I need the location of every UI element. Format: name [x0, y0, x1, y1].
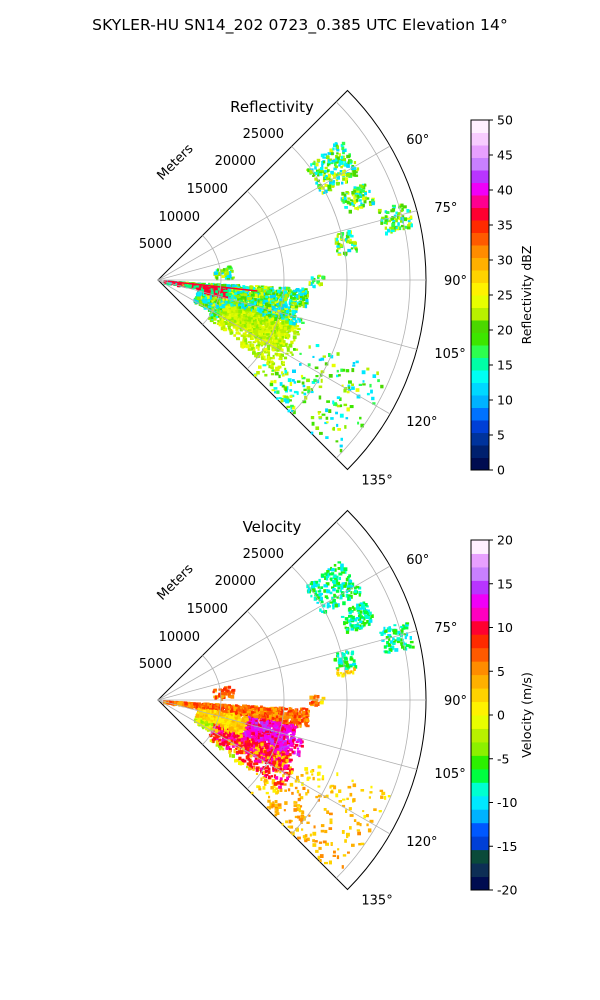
- range-tick-label: 15000: [187, 182, 228, 197]
- azimuth-tick-label: 60°: [406, 553, 429, 568]
- azimuth-tick-label: 105°: [434, 767, 465, 782]
- range-axis-label: Meters: [155, 561, 197, 603]
- range-tick-label: 5000: [139, 657, 172, 672]
- colorbar-tick-label: 15: [497, 358, 513, 373]
- range-tick-label: 15000: [187, 602, 228, 617]
- polar-panel-reflectivity: Reflectivity 5000 10000 15000 20000 25000 Mete…: [139, 89, 534, 488]
- azimuth-tick-label: 90°: [444, 274, 467, 289]
- range-tick-label: 25000: [243, 547, 284, 562]
- colorbar-tick-label: 20: [497, 323, 513, 338]
- colorbar: -20 -15 -10 -5 0 5 10 15 20 Velocity (m/s): [470, 533, 534, 898]
- colorbar-tick-label: -20: [497, 883, 517, 898]
- azimuth-tick-label: 135°: [361, 893, 392, 908]
- azimuth-tick-label: 135°: [361, 473, 392, 488]
- range-tick-label: 10000: [159, 630, 200, 645]
- range-tick-label: 5000: [139, 237, 172, 252]
- colorbar-tick-label: 10: [497, 620, 513, 635]
- colorbar-tick-label: 35: [497, 218, 513, 233]
- colorbar-tick-label: 0: [497, 708, 505, 723]
- colorbar-tick-label: 10: [497, 393, 513, 408]
- azimuth-tick-label: 60°: [406, 133, 429, 148]
- range-rings: [157, 521, 426, 879]
- colorbar-tick-label: 45: [497, 148, 513, 163]
- polar-panel-velocity: Velocity 5000 10000 15000 20000 25000 Meters 60…: [139, 509, 534, 908]
- colorbar-tick-label: 40: [497, 183, 513, 198]
- panel-title: Reflectivity: [230, 98, 314, 116]
- colorbar: 0 5 10 15 20 25 30 35 40 45 50 Reflectivity dBZ: [470, 113, 534, 478]
- colorbar-tick-label: 5: [497, 664, 505, 679]
- page-title: SKYLER-HU SN14_202 0723_0.385 UTC Elevat…: [92, 16, 508, 34]
- azimuth-tick-label: 90°: [444, 694, 467, 709]
- panel-title: Velocity: [243, 518, 302, 536]
- colorbar-label: Velocity (m/s): [519, 672, 534, 758]
- colorbar-tick-label: -10: [497, 795, 517, 810]
- range-tick-label: 25000: [243, 127, 284, 142]
- azimuth-tick-label: 120°: [406, 415, 437, 430]
- colorbar-tick-label: 5: [497, 428, 505, 443]
- colorbar-tick-label: 20: [497, 533, 513, 548]
- azimuth-tick-label: 75°: [434, 201, 457, 216]
- colorbar-tick-label: 30: [497, 253, 513, 268]
- range-rings: [157, 101, 426, 459]
- range-axis-label: Meters: [155, 141, 197, 183]
- colorbar-tick-label: 25: [497, 288, 513, 303]
- colorbar-tick-label: 50: [497, 113, 513, 128]
- colorbar-tick-label: 15: [497, 576, 513, 591]
- colorbar-tick-label: -5: [497, 751, 509, 766]
- azimuth-tick-label: 120°: [406, 835, 437, 850]
- azimuth-tick-label: 75°: [434, 621, 457, 636]
- colorbar-label: Reflectivity dBZ: [519, 246, 534, 345]
- range-tick-label: 10000: [159, 210, 200, 225]
- range-tick-label: 20000: [215, 574, 256, 589]
- colorbar-tick-label: 0: [497, 463, 505, 478]
- azimuth-tick-label: 105°: [434, 347, 465, 362]
- range-tick-label: 20000: [215, 154, 256, 169]
- colorbar-tick-label: -15: [497, 839, 517, 854]
